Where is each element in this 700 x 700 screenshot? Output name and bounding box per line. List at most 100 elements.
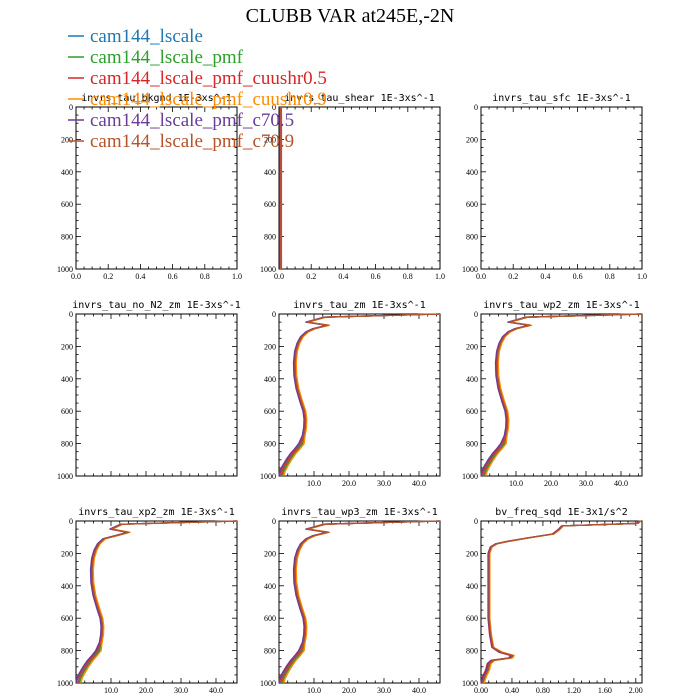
x-tick-label: 0.2 <box>508 272 518 281</box>
x-tick-label: 40.0 <box>412 686 426 695</box>
y-tick-label: 1000 <box>57 679 73 688</box>
y-tick-label: 1000 <box>57 472 73 481</box>
y-tick-label: 1000 <box>462 679 478 688</box>
y-tick-label: 200 <box>466 342 478 351</box>
series-line <box>77 520 238 684</box>
y-tick-label: 400 <box>61 582 73 591</box>
x-tick-label: 20.0 <box>544 479 558 488</box>
y-tick-label: 400 <box>264 582 276 591</box>
series-line <box>283 520 441 684</box>
series-line <box>481 520 641 684</box>
panel-7: invrs_tau_wp3_zm 1E-3xs^-1 0 200 400 600 800 1… <box>260 507 441 695</box>
x-tick-label: 30.0 <box>377 686 391 695</box>
y-tick-label: 400 <box>466 582 478 591</box>
y-tick-label: 200 <box>264 549 276 558</box>
y-tick-label: 800 <box>264 440 276 449</box>
panel-2: invrs_tau_sfc 1E-3xs^-1 0 200 400 600 800 1000… <box>462 93 647 281</box>
y-tick-label: 600 <box>264 407 276 416</box>
panel-3: invrs_tau_no_N2_zm 1E-3xs^-10 200 400 600 80… <box>57 300 241 481</box>
legend-label: cam144_lscale_pmf_cuushr0.9 <box>90 89 327 110</box>
x-tick-label: 10.0 <box>307 479 321 488</box>
x-tick-label: 0.0 <box>71 272 81 281</box>
y-tick-label: 800 <box>264 233 276 242</box>
y-tick-label: 400 <box>264 168 276 177</box>
y-tick-label: 400 <box>466 375 478 384</box>
series-line <box>483 313 643 477</box>
y-tick-label: 600 <box>61 200 73 209</box>
y-tick-label: 0 <box>69 517 73 526</box>
plot-frame <box>278 106 441 270</box>
series-line <box>281 313 441 477</box>
series-line <box>280 313 441 477</box>
y-tick-label: 0 <box>474 310 478 319</box>
y-tick-label: 1000 <box>462 472 478 481</box>
x-tick-label: 0.4 <box>135 272 145 281</box>
series-line <box>280 520 441 684</box>
x-tick-label: 0.80 <box>536 686 550 695</box>
y-tick-label: 200 <box>466 135 478 144</box>
x-tick-label: 1.0 <box>637 272 647 281</box>
x-tick-label: 0.00 <box>474 686 488 695</box>
y-tick-label: 800 <box>264 647 276 656</box>
x-tick-label: 1.20 <box>567 686 581 695</box>
series-line <box>278 313 440 477</box>
y-tick-label: 0 <box>272 310 276 319</box>
y-tick-label: 0 <box>69 310 73 319</box>
y-tick-label: 800 <box>61 440 73 449</box>
y-tick-label: 1000 <box>260 265 276 274</box>
legend-label: cam144_lscale_pmf <box>90 47 244 68</box>
legend: cam144_lscalecam144_lscale_pmfcam144_lsc… <box>68 26 327 152</box>
series-line <box>75 520 237 684</box>
plot-frame <box>75 313 238 477</box>
y-tick-label: 200 <box>466 549 478 558</box>
series-line <box>280 313 441 477</box>
x-tick-label: 30.0 <box>579 479 593 488</box>
panel-title: invrs_tau_xp2_zm 1E-3xs^-1 <box>78 507 235 518</box>
y-tick-label: 600 <box>61 407 73 416</box>
x-tick-label: 0.4 <box>338 272 348 281</box>
y-tick-label: 400 <box>466 168 478 177</box>
x-tick-label: 10.0 <box>104 686 118 695</box>
y-tick-label: 1000 <box>260 472 276 481</box>
x-tick-label: 30.0 <box>174 686 188 695</box>
y-tick-label: 0 <box>474 103 478 112</box>
y-tick-label: 200 <box>61 549 73 558</box>
x-tick-label: 0.8 <box>403 272 413 281</box>
x-tick-label: 0.8 <box>605 272 615 281</box>
panel-6: invrs_tau_xp2_zm 1E-3xs^-1 0 200 400 600 800 1… <box>57 507 238 695</box>
y-tick-label: 0 <box>272 103 276 112</box>
panel-title: invrs_tau_wp2_zm 1E-3xs^-1 <box>483 300 640 311</box>
y-tick-label: 600 <box>466 200 478 209</box>
x-tick-label: 0.2 <box>306 272 316 281</box>
plot-frame <box>480 106 643 270</box>
y-tick-label: 1000 <box>260 679 276 688</box>
y-tick-label: 800 <box>466 233 478 242</box>
series-line <box>278 520 440 684</box>
y-tick-label: 400 <box>264 375 276 384</box>
y-tick-label: 600 <box>264 614 276 623</box>
x-tick-label: 0.6 <box>168 272 178 281</box>
panel-0: invrs_tau_bkgnd 1E-3xs^-1 0 200 400 600 800 10… <box>57 93 242 281</box>
series-line <box>485 313 643 477</box>
y-tick-label: 400 <box>61 168 73 177</box>
x-tick-label: 0.6 <box>371 272 381 281</box>
x-tick-label: 1.0 <box>232 272 242 281</box>
y-tick-label: 0 <box>272 517 276 526</box>
x-tick-label: 20.0 <box>342 479 356 488</box>
x-tick-label: 0.40 <box>505 686 519 695</box>
x-tick-label: 1.0 <box>435 272 445 281</box>
y-tick-label: 600 <box>61 614 73 623</box>
x-tick-label: 2.00 <box>629 686 643 695</box>
figure-title: CLUBB VAR at245E,-2N <box>246 5 455 27</box>
y-tick-label: 600 <box>466 614 478 623</box>
series-line <box>482 313 643 477</box>
y-tick-label: 800 <box>61 647 73 656</box>
y-tick-label: 0 <box>69 103 73 112</box>
legend-label: cam144_lscale_pmf_c70.9 <box>90 131 294 152</box>
x-tick-label: 40.0 <box>614 479 628 488</box>
series-line <box>77 520 238 684</box>
panel-1: invrs_tau_shear 1E-3xs^-1 0 200 400 600 800 10… <box>260 93 445 281</box>
series-line <box>281 520 441 684</box>
x-tick-label: 10.0 <box>509 479 523 488</box>
